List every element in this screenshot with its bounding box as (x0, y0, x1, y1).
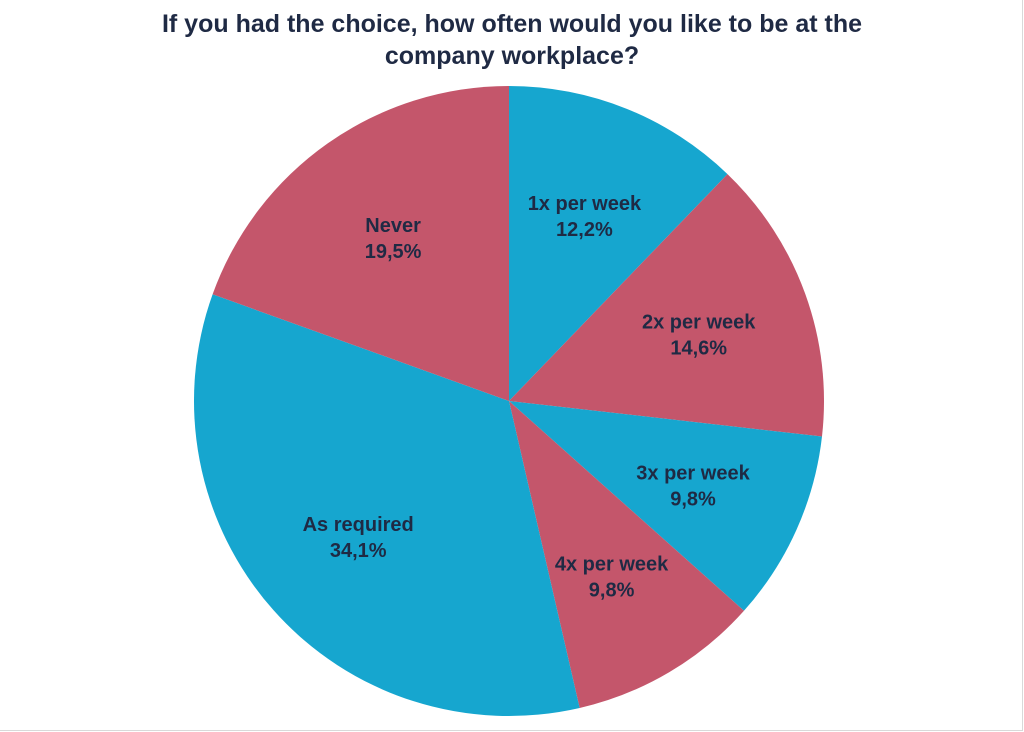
slice-label-2x-per-week: 2x per week 14,6% (642, 312, 756, 360)
pie-slices (193, 86, 825, 717)
pie-slice-3x-per-week (509, 401, 822, 611)
pie-slice-2x-per-week (509, 174, 825, 437)
slice-label-1x-per-week: 1x per week 12,2% (528, 193, 642, 241)
slice-label-4x-per-week: 4x per week 9,8% (555, 554, 669, 602)
pie-slice-4x-per-week (509, 401, 744, 708)
pie-slice-1x-per-week (509, 86, 728, 401)
slice-value-label: 19,5% (365, 241, 422, 263)
slice-value-label: 12,2% (556, 219, 613, 241)
pie-slice-never (212, 86, 509, 401)
slice-label-as-required: As required 34,1% (303, 514, 414, 562)
slice-category-label: 4x per week (555, 554, 669, 576)
slice-category-label: As required (303, 514, 414, 536)
slice-value-label: 34,1% (330, 540, 387, 562)
chart-title-line-2: company workplace? (384, 42, 640, 70)
pie-labels: 1x per week 12,2% 2x per week 14,6% 3x per w… (303, 193, 757, 602)
slice-label-3x-per-week: 3x per week 9,8% (636, 462, 750, 510)
slice-category-label: 3x per week (636, 462, 750, 484)
pie-slice-as-required (193, 294, 580, 717)
chart-title-line-1: If you had the choice, how often would y… (161, 10, 863, 38)
chart-title: If you had the choice, how often would y… (62, 8, 962, 72)
slice-category-label: Never (365, 215, 421, 237)
slice-category-label: 2x per week (642, 312, 756, 334)
slice-category-label: 1x per week (528, 193, 642, 215)
slice-value-label: 9,8% (670, 488, 716, 510)
slice-value-label: 9,8% (589, 580, 635, 602)
slice-value-label: 14,6% (670, 338, 727, 360)
slice-label-never: Never 19,5% (365, 215, 422, 263)
